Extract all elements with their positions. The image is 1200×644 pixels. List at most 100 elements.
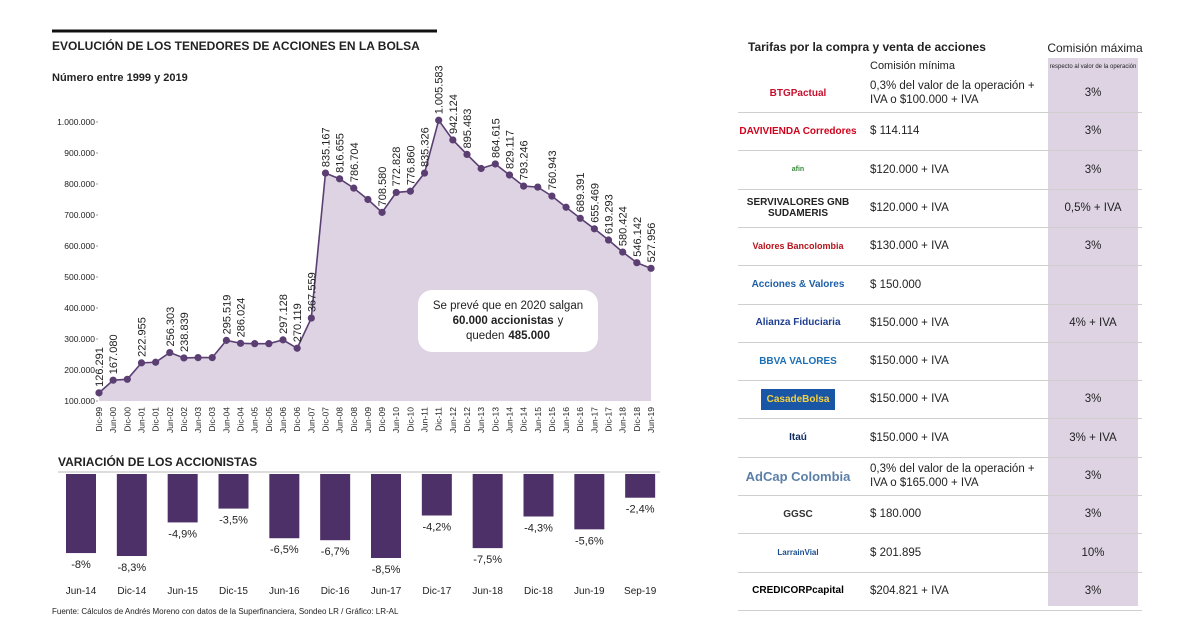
min-fee: $ 114.114 (870, 125, 920, 138)
table-row: CasadeBolsa $150.000 + IVA 3% (738, 380, 1142, 420)
max-fee: 3% (1084, 393, 1102, 406)
max-fee: 10% (1081, 546, 1105, 559)
x-tick-label: Dic-03 (207, 407, 217, 432)
source: Fuente: Cálculos de Andrés Moreno con da… (52, 607, 399, 616)
chart-subtitle: Número entre 1999 y 2019 (52, 72, 188, 84)
point (435, 116, 443, 124)
broker-logo: GGSC (738, 509, 858, 520)
table-row: Itaú $150.000 + IVA 3% + IVA (738, 419, 1142, 458)
point (449, 136, 457, 144)
data-label: 835.326 (420, 127, 432, 167)
point (137, 359, 146, 367)
point (307, 314, 315, 322)
point (109, 376, 117, 384)
x-tick-label: Jun-15 (533, 407, 543, 433)
data-label: 1.005.583 (434, 65, 446, 114)
chart-title: EVOLUCIÓN DE LOS TENEDORES DE ACCIONES E… (52, 38, 420, 53)
x-tick-label: Dic-15 (547, 407, 557, 432)
max-fee: 3% + IVA (1069, 431, 1117, 444)
data-label: 546.142 (632, 217, 644, 257)
y-tick-label: 100.000 (64, 396, 95, 406)
x-tick-label: Jun-08 (335, 407, 345, 433)
point (576, 214, 584, 222)
x-tick-label: Dic-09 (377, 407, 387, 432)
x-tick-label: Jun-05 (250, 407, 260, 433)
x-tick-label: Dic-04 (236, 407, 246, 432)
broker-logo: Itaú (738, 432, 858, 443)
table-row: Alianza Fiduciaria $150.000 + IVA 4% + IVA (738, 304, 1142, 343)
bar (472, 474, 503, 549)
data-label: -3,5% (219, 515, 248, 527)
bar (371, 474, 401, 558)
x-tick-label: Jun-19 (646, 407, 656, 433)
data-label: -8,5% (372, 564, 401, 576)
table-row: GGSC $ 180.000 3% (738, 495, 1142, 535)
x-tick-label: Jun-19 (574, 586, 605, 597)
point (491, 160, 499, 168)
data-label: 222.955 (136, 317, 148, 357)
annotation: y (558, 315, 564, 327)
table-row: BBVA VALORES $150.000 + IVA (738, 342, 1142, 382)
point (265, 340, 273, 348)
point (463, 150, 471, 159)
x-tick-label: Dic-02 (179, 407, 189, 432)
broker-logo: DAVIVIENDA Corredores (738, 126, 858, 137)
point (251, 340, 259, 348)
min-fee: $120.000 + IVA (870, 163, 949, 176)
min-fee: $ 201.895 (870, 546, 922, 559)
data-label: 619.293 (604, 194, 616, 234)
x-tick-label: Dic-05 (264, 407, 274, 432)
max-fee: 4% + IVA (1069, 316, 1117, 329)
x-tick-label: Dic-11 (434, 407, 444, 431)
data-label: -6,5% (270, 544, 299, 556)
broker-name: BTGPactual (769, 87, 827, 99)
data-label: 689.391 (575, 173, 587, 213)
table-row: afin $120.000 + IVA 3% (738, 151, 1142, 190)
min-fee: 0,3% del valor de la operación + IVA o $… (870, 80, 1035, 106)
x-tick-label: Dic-15 (219, 586, 248, 597)
point (505, 171, 514, 179)
y-tick-label: 300.000 (64, 334, 95, 344)
point (647, 264, 655, 272)
data-label: -4,3% (524, 522, 553, 534)
broker-name: Alianza Fiduciaria (755, 317, 841, 329)
data-label: 895.483 (462, 109, 474, 149)
bar (574, 474, 605, 530)
broker-logo: Alianza Fiduciaria (738, 317, 858, 328)
x-tick-label: Jun-13 (476, 407, 486, 433)
point (392, 188, 400, 197)
point (520, 182, 528, 190)
x-tick-label: Dic-14 (519, 407, 529, 432)
data-label: 167.080 (108, 334, 120, 374)
bar (269, 474, 300, 539)
x-tick-label: Dic-00 (122, 407, 132, 432)
broker-logo: BBVA VALORES (738, 356, 858, 367)
x-tick-label: Jun-00 (108, 407, 118, 433)
annotation-bold: 60.000 accionistas (453, 315, 554, 327)
min-fee: $150.000 + IVA (870, 316, 949, 329)
max-column-bg (1048, 58, 1138, 606)
x-tick-label: Jun-04 (221, 407, 231, 433)
x-tick-label: Jun-10 (391, 407, 401, 433)
max-fee: 3% (1084, 584, 1102, 597)
point (604, 236, 613, 244)
x-tick-label: Dic-01 (151, 407, 161, 432)
point (406, 187, 414, 195)
broker-logo: CasadeBolsa (738, 388, 858, 410)
annotation: Se prevé que en 2020 salgan (433, 300, 583, 312)
annotation: queden 485.000 (466, 330, 550, 342)
max-fee: 3% (1084, 125, 1102, 138)
x-tick-label: Dic-18 (632, 407, 642, 432)
min-fee: $130.000 + IVA (870, 240, 949, 253)
min-fee: $ 150.000 (870, 278, 922, 291)
data-label: -8,3% (117, 562, 146, 574)
point (364, 195, 372, 204)
data-label: 708.580 (377, 167, 389, 207)
table-row: BTGPactual 0,3% del valor de la operación… (738, 74, 1142, 113)
table-row: LarrainVial $ 201.895 10% (738, 534, 1142, 573)
min-fee: $150.000 + IVA (870, 431, 949, 444)
data-label: -4,9% (168, 528, 197, 540)
x-tick-label: Dic-16 (321, 586, 350, 597)
broker-name: LarrainVial (777, 548, 819, 558)
